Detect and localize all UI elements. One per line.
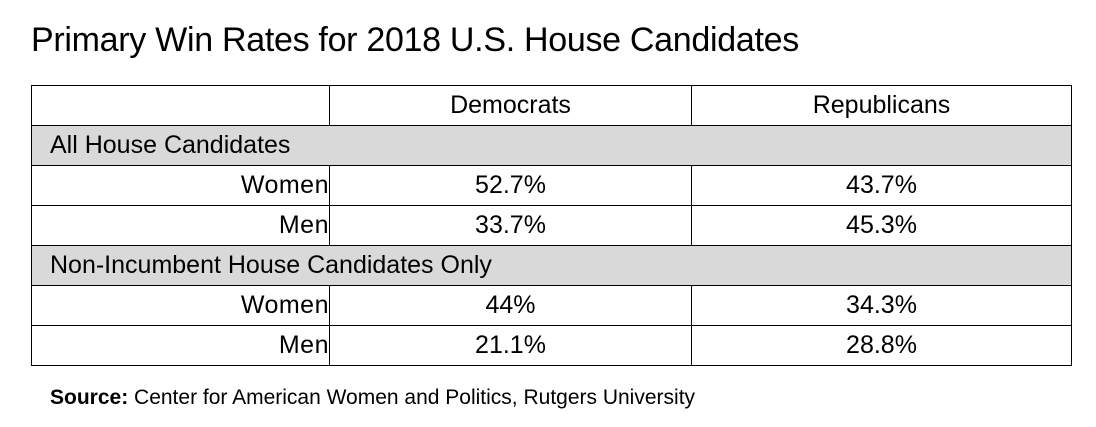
section-row-all-candidates: All House Candidates [31, 125, 1072, 166]
row-label: Men [31, 325, 330, 366]
section-row-non-incumbent: Non-Incumbent House Candidates Only [31, 245, 1072, 286]
source-note: Source: Center for American Women and Po… [50, 384, 695, 412]
section-label: Non-Incumbent House Candidates Only [31, 245, 1072, 286]
value-cell-republicans: 45.3% [691, 205, 1072, 246]
source-text: Center for American Women and Politics, … [134, 386, 696, 409]
table-row: Men 33.7% 45.3% [31, 205, 1072, 246]
header-corner-cell [31, 85, 330, 126]
source-label: Source: [50, 386, 129, 409]
win-rates-table: Democrats Republicans All House Candidat… [31, 85, 1072, 366]
table-row: Women 44% 34.3% [31, 285, 1072, 326]
chart-title: Primary Win Rates for 2018 U.S. House Ca… [31, 21, 799, 59]
value-cell-democrats: 33.7% [329, 205, 692, 246]
table-row: Men 21.1% 28.8% [31, 325, 1072, 366]
row-label: Men [31, 205, 330, 246]
row-label: Women [31, 285, 330, 326]
value-cell-democrats: 52.7% [329, 165, 692, 206]
table-header-row: Democrats Republicans [31, 85, 1072, 126]
value-cell-republicans: 34.3% [691, 285, 1072, 326]
value-cell-republicans: 43.7% [691, 165, 1072, 206]
value-cell-democrats: 21.1% [329, 325, 692, 366]
value-cell-democrats: 44% [329, 285, 692, 326]
row-label: Women [31, 165, 330, 206]
header-democrats: Democrats [329, 85, 692, 126]
table-row: Women 52.7% 43.7% [31, 165, 1072, 206]
value-cell-republicans: 28.8% [691, 325, 1072, 366]
section-label: All House Candidates [31, 125, 1072, 166]
header-republicans: Republicans [691, 85, 1072, 126]
